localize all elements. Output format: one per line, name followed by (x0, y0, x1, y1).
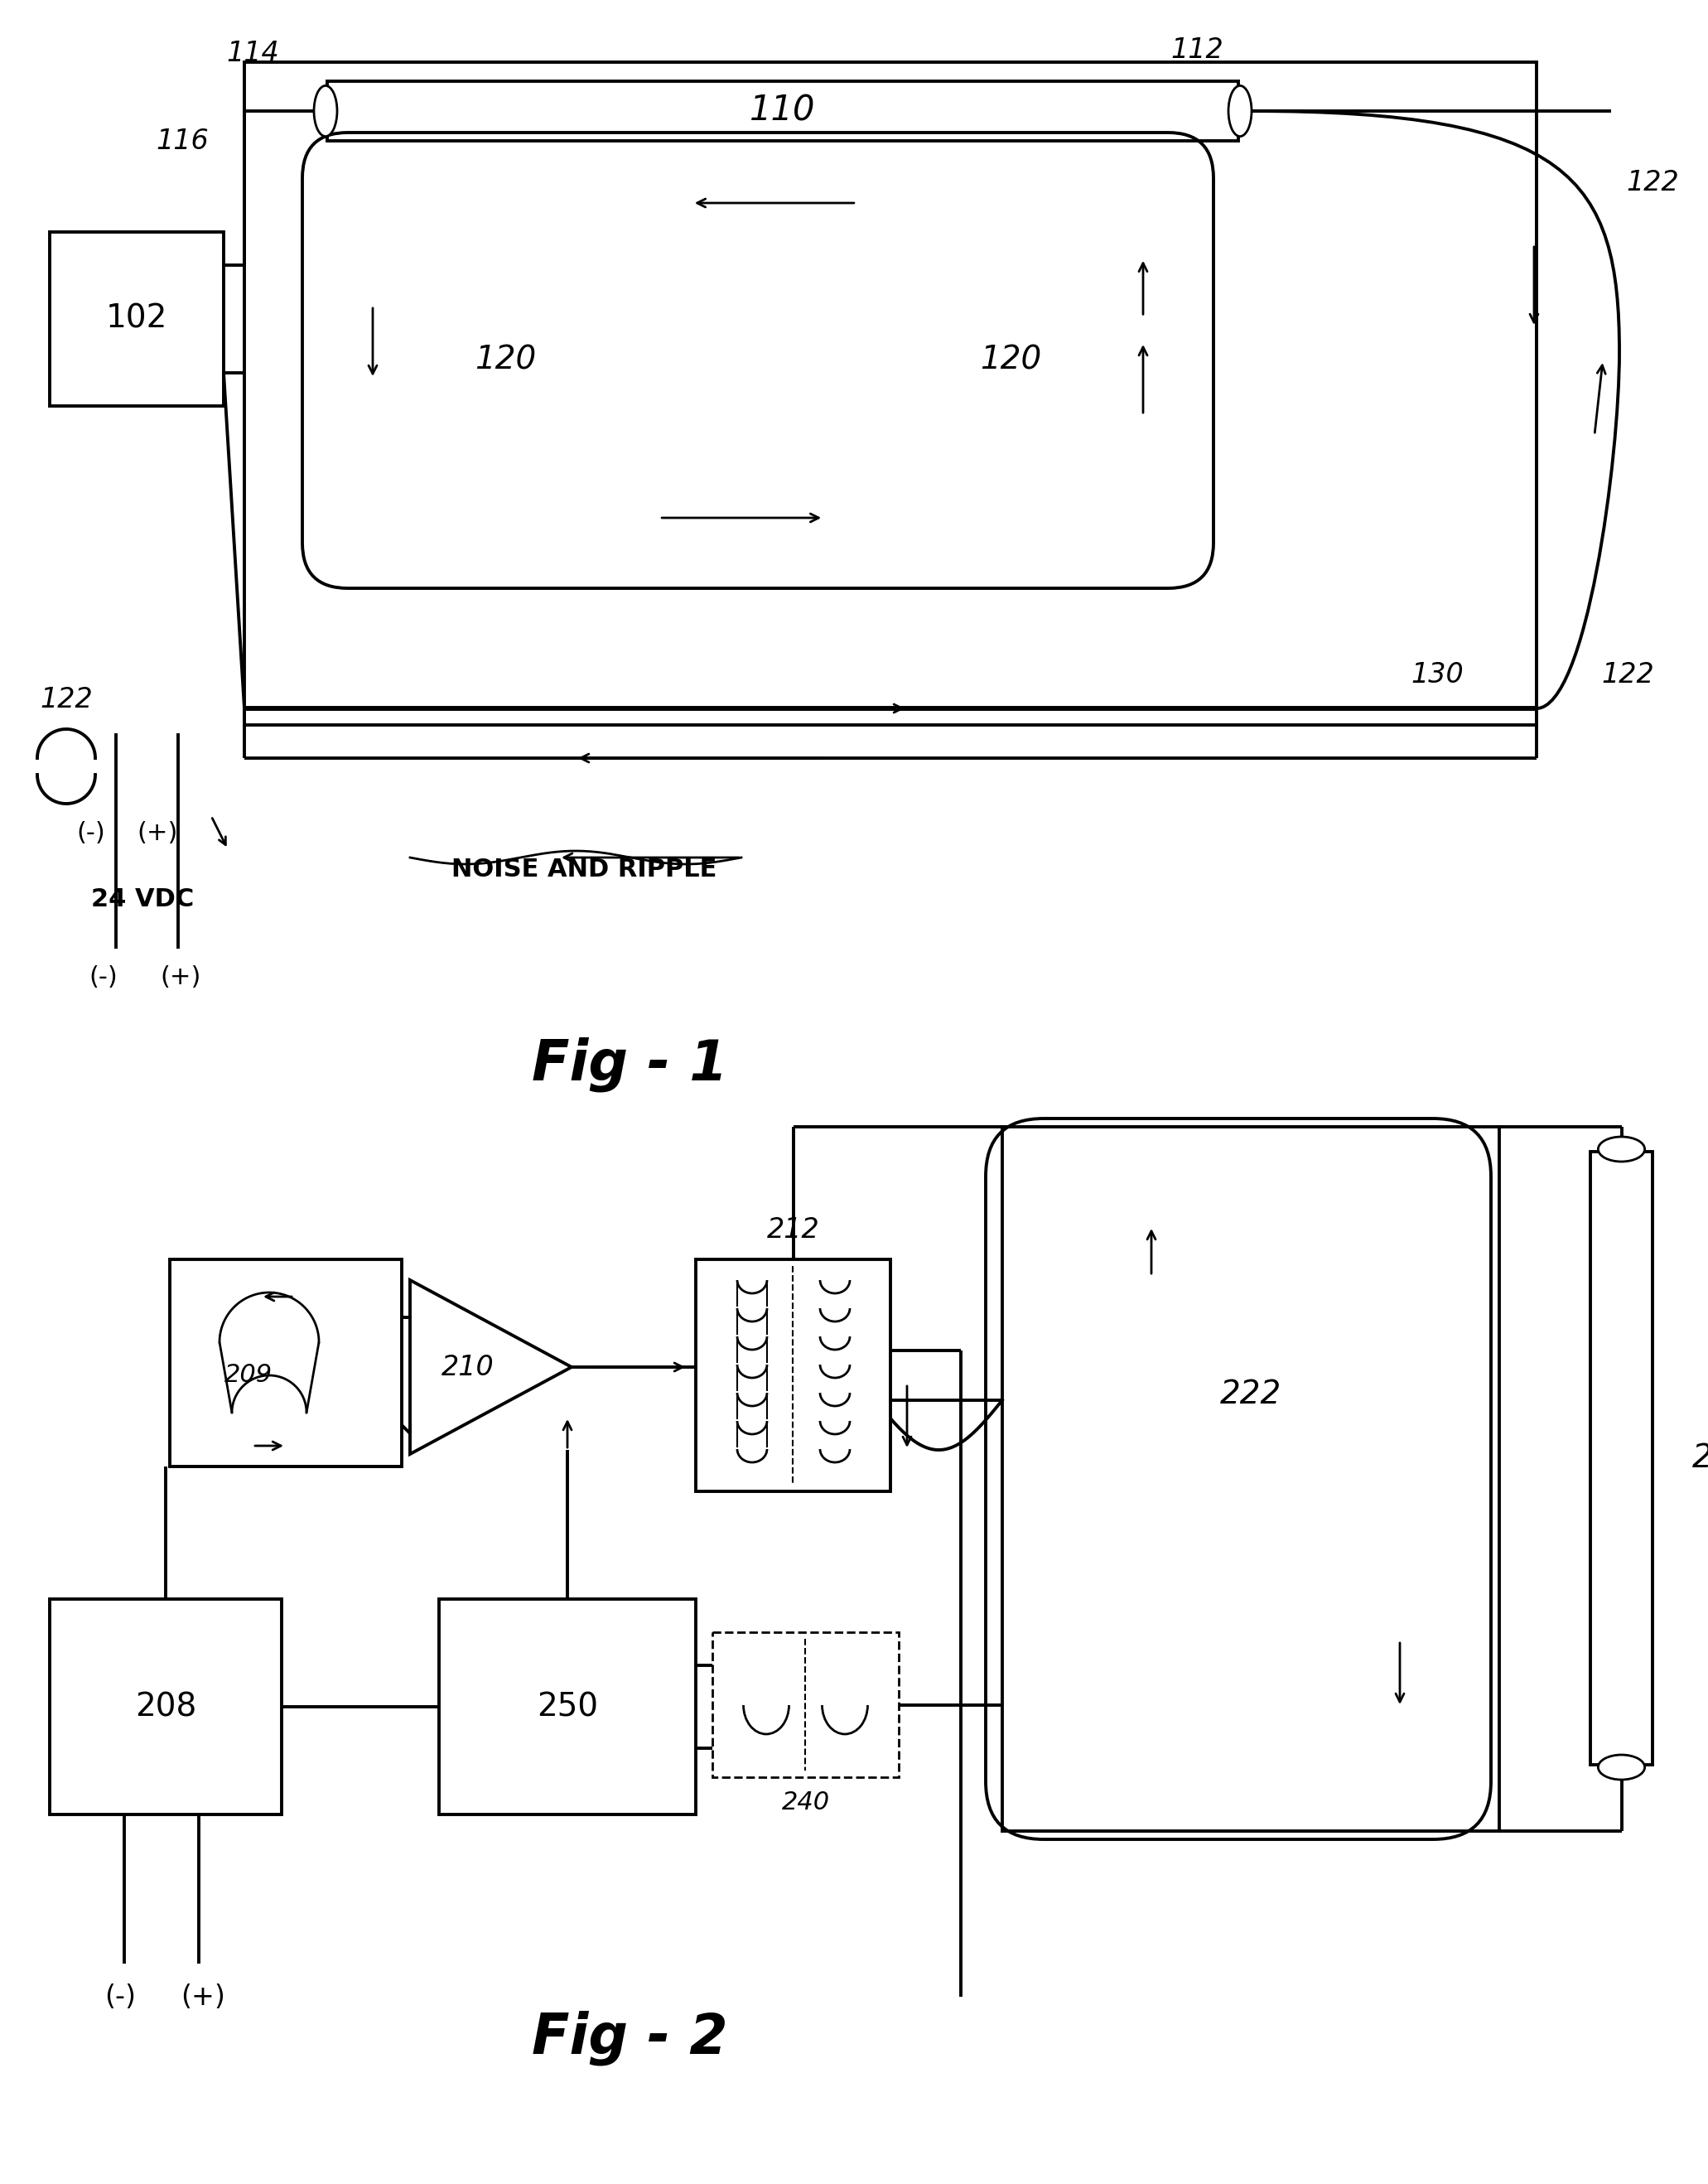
Bar (169, 1260, 401, 1465)
Bar (695, 1260, 890, 1492)
Text: 130: 130 (1411, 662, 1464, 688)
Bar (50, 1599, 282, 1815)
Text: 222: 222 (1220, 1378, 1281, 1411)
Text: 240: 240 (782, 1791, 830, 1815)
Ellipse shape (1599, 1136, 1645, 1162)
Text: (+): (+) (181, 1983, 225, 2011)
Bar (1590, 1151, 1653, 1765)
Text: 220: 220 (1693, 1441, 1708, 1474)
Text: 120: 120 (980, 345, 1042, 376)
Text: 110: 110 (750, 94, 816, 129)
Text: 114: 114 (225, 39, 278, 68)
Ellipse shape (314, 85, 336, 135)
Text: 212: 212 (767, 1216, 820, 1245)
Ellipse shape (1228, 85, 1252, 135)
Bar (50, 232, 224, 406)
Text: 116: 116 (155, 127, 208, 155)
Polygon shape (410, 1280, 572, 1455)
Bar (244, 61, 1537, 725)
Text: Fig - 2: Fig - 2 (531, 2011, 728, 2066)
Text: 122: 122 (1602, 662, 1653, 688)
Text: 102: 102 (106, 304, 167, 334)
Text: 122: 122 (39, 686, 92, 714)
Text: (-): (-) (89, 965, 118, 989)
Text: (+): (+) (137, 821, 178, 845)
Text: 210: 210 (442, 1354, 494, 1380)
Text: NOISE AND RIPPLE: NOISE AND RIPPLE (451, 858, 717, 882)
Bar (712, 1631, 898, 1778)
Ellipse shape (1599, 1754, 1645, 1780)
Text: (-): (-) (77, 821, 106, 845)
Text: 122: 122 (1626, 168, 1679, 197)
Text: 112: 112 (1170, 37, 1223, 63)
Text: 208: 208 (135, 1690, 196, 1723)
Bar (439, 1599, 695, 1815)
Text: 250: 250 (536, 1690, 598, 1723)
Text: 24 VDC: 24 VDC (91, 887, 195, 911)
Bar (1003, 1127, 1500, 1830)
Text: Fig - 1: Fig - 1 (531, 1037, 728, 1092)
Text: (-): (-) (104, 1983, 137, 2011)
Text: (+): (+) (161, 965, 202, 989)
Text: 209: 209 (224, 1363, 273, 1387)
Bar (328, 81, 1238, 140)
Text: 120: 120 (475, 345, 536, 376)
